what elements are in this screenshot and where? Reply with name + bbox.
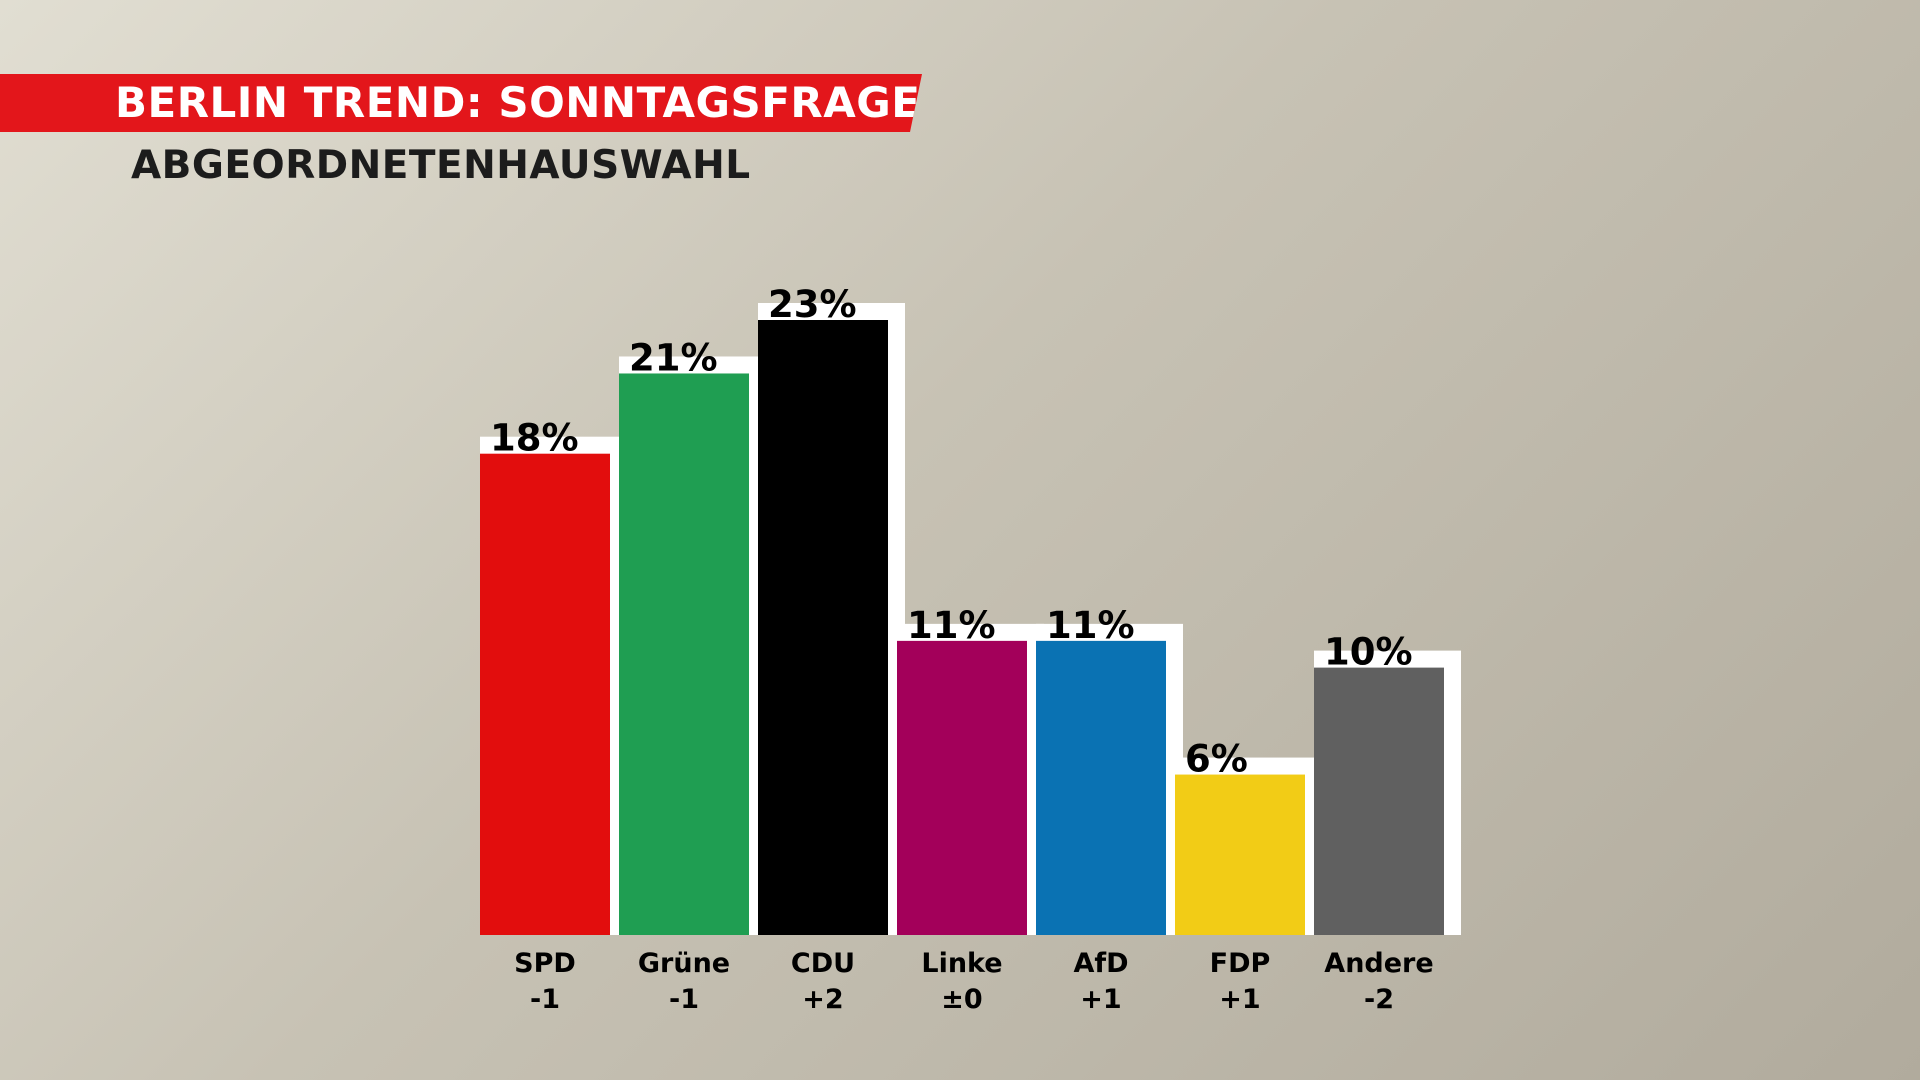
category-label-fdp: FDP	[1210, 948, 1271, 979]
change-label-linke: ±0	[941, 984, 982, 1015]
value-label-spd: 18%	[490, 417, 579, 460]
bar-andere	[1314, 667, 1444, 935]
value-label-cdu: 23%	[768, 283, 857, 326]
bar-spd	[480, 453, 610, 935]
bar-fdp	[1175, 774, 1305, 935]
bar-afd	[1036, 640, 1166, 935]
value-label-linke: 11%	[907, 604, 996, 647]
bars-layer	[480, 303, 1461, 935]
value-label-grüne: 21%	[629, 336, 718, 379]
bar-linke	[897, 640, 1027, 935]
change-label-fdp: +1	[1219, 984, 1260, 1015]
chart-title: BERLIN TREND: SONNTAGSFRAGE	[115, 78, 921, 127]
bar-grüne	[619, 373, 749, 935]
title-banner: BERLIN TREND: SONNTAGSFRAGE	[0, 74, 922, 132]
change-label-andere: -2	[1364, 984, 1394, 1015]
category-label-afd: AfD	[1073, 948, 1128, 979]
change-label-afd: +1	[1080, 984, 1121, 1015]
chart-subtitle: ABGEORDNETENHAUSWAHL	[131, 143, 751, 188]
labels-layer: 18% SPD -1 21% Grüne -1 23% CDU +2 11% Linke ±0 11% A…	[490, 283, 1434, 1015]
bar-cdu	[758, 320, 888, 935]
value-label-fdp: 6%	[1185, 738, 1248, 781]
value-label-afd: 11%	[1046, 604, 1135, 647]
category-label-linke: Linke	[921, 948, 1002, 979]
value-label-andere: 10%	[1324, 631, 1413, 674]
category-label-cdu: CDU	[791, 948, 855, 979]
change-label-cdu: +2	[802, 984, 843, 1015]
change-label-spd: -1	[530, 984, 560, 1015]
category-label-andere: Andere	[1324, 948, 1433, 979]
change-label-grüne: -1	[669, 984, 699, 1015]
category-label-grüne: Grüne	[638, 948, 730, 979]
category-label-spd: SPD	[514, 948, 576, 979]
